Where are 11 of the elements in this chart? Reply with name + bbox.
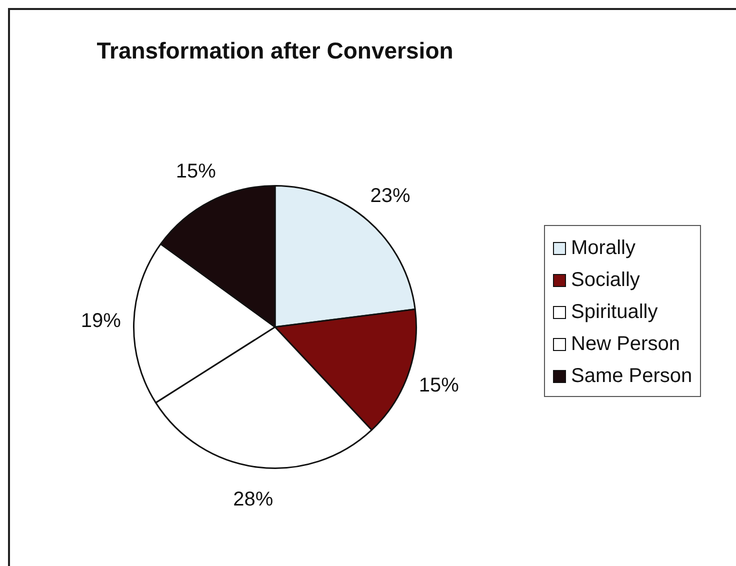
data-label: 19% [80,310,122,332]
data-label: 15% [176,160,216,182]
chart-title: Transformation after Conversion [96,37,454,64]
data-label: 28% [233,488,274,510]
data-label: 23% [370,184,410,207]
legend-label: Spiritually [571,300,658,324]
legend-label: Same Person [571,364,692,388]
legend-label: New Person [571,332,680,356]
data-label: 15% [418,374,460,397]
legend-label: Socially [571,268,640,292]
legend-label: Morally [571,236,636,260]
